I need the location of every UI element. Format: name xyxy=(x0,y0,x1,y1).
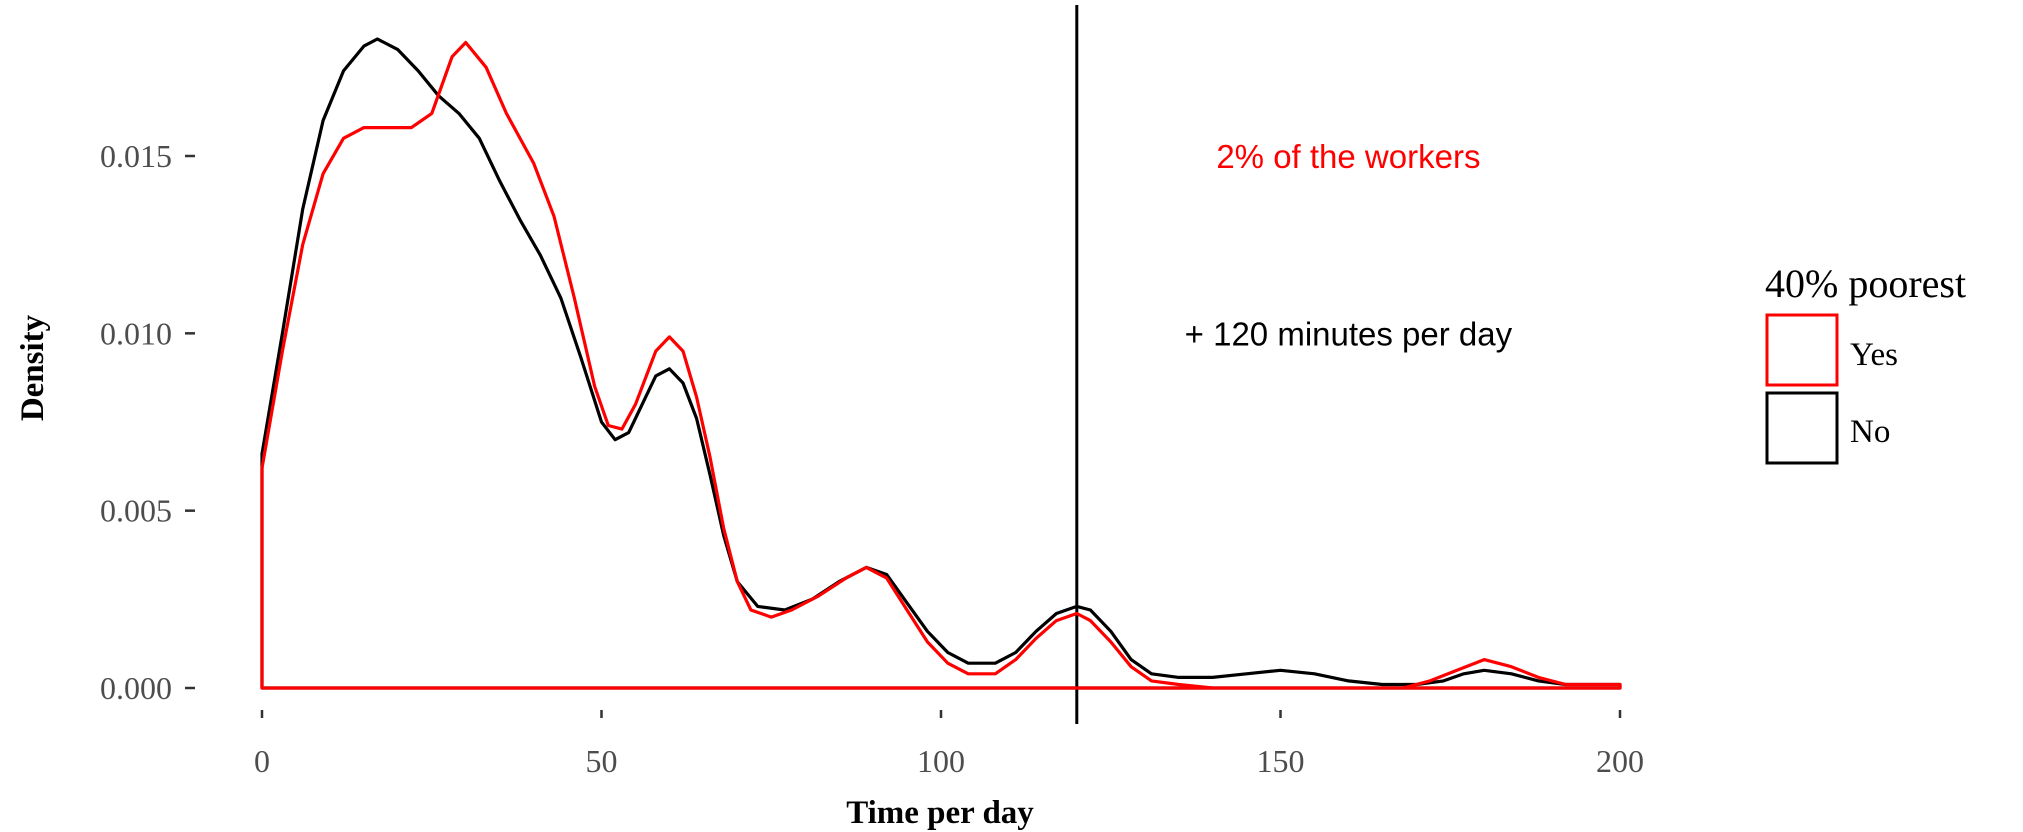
y-tick-label: 0.010 xyxy=(100,315,172,351)
y-axis-title: Density xyxy=(15,314,51,421)
y-tick-label: 0.000 xyxy=(100,670,172,706)
x-axis-title: Time per day xyxy=(846,795,1034,831)
x-tick-label: 150 xyxy=(1257,743,1305,779)
y-tick-label: 0.015 xyxy=(100,138,172,174)
annotations: 2% of the workers + 120 minutes per day xyxy=(1185,138,1513,352)
annotation-2: + 120 minutes per day xyxy=(1185,315,1513,352)
y-tick-label: 0.005 xyxy=(100,493,172,529)
legend: 40% poorest Yes No xyxy=(1765,261,1966,465)
legend-key-no xyxy=(1765,391,1839,465)
axes: 0 50 100 150 200 0.000 0.005 0.010 0.015 xyxy=(100,138,1644,779)
x-tick-label: 50 xyxy=(586,743,618,779)
density-line-no xyxy=(260,37,1622,690)
x-tick-label: 200 xyxy=(1596,743,1644,779)
legend-label-yes: Yes xyxy=(1850,337,1898,373)
plot-area xyxy=(260,5,1622,724)
x-tick-label: 100 xyxy=(917,743,965,779)
annotation-1: 2% of the workers xyxy=(1216,138,1480,175)
legend-title: 40% poorest xyxy=(1765,261,1966,306)
density-line-yes xyxy=(260,40,1622,690)
legend-label-no: No xyxy=(1850,414,1890,450)
legend-key-yes xyxy=(1765,313,1839,387)
x-tick-label: 0 xyxy=(254,743,270,779)
